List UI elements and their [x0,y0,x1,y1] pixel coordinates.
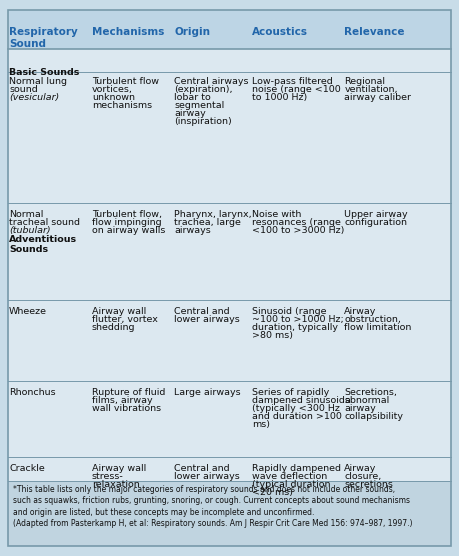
Text: Airway wall: Airway wall [92,464,146,473]
Text: airway: airway [344,404,376,413]
Text: Rupture of fluid: Rupture of fluid [92,388,165,396]
Text: stress-: stress- [92,471,123,481]
Text: tracheal sound: tracheal sound [9,218,80,227]
Text: (vesicular): (vesicular) [9,93,59,102]
Text: Upper airway: Upper airway [344,210,408,219]
Text: Rapidly dampened: Rapidly dampened [252,464,341,473]
Text: resonances (range: resonances (range [252,218,341,227]
Text: airway caliber: airway caliber [344,93,411,102]
Text: abnormal: abnormal [344,396,390,405]
Text: Normal: Normal [9,210,44,219]
Text: lower airways: lower airways [174,471,240,481]
Text: wall vibrations: wall vibrations [92,404,161,413]
Bar [8,10,451,49]
Text: Low-pass filtered: Low-pass filtered [252,77,333,86]
Text: Respiratory
Sound: Respiratory Sound [9,27,78,49]
Text: films, airway: films, airway [92,396,152,405]
Text: Large airways: Large airways [174,388,241,396]
Text: airways: airways [174,226,211,235]
Text: duration, typically: duration, typically [252,323,338,332]
Text: dampened sinusoids: dampened sinusoids [252,396,350,405]
Text: Rhonchus: Rhonchus [9,388,56,396]
Text: ms): ms) [252,420,270,429]
Text: shedding: shedding [92,323,135,332]
Text: vortices,: vortices, [92,85,133,94]
Text: sound: sound [9,85,38,94]
Text: noise (range <100: noise (range <100 [252,85,341,94]
Text: unknown: unknown [92,93,135,102]
Text: and duration >100: and duration >100 [252,411,342,421]
Text: Secretions,: Secretions, [344,388,397,396]
Text: relaxation: relaxation [92,480,140,489]
Text: Wheeze: Wheeze [9,307,47,316]
Text: configuration: configuration [344,218,407,227]
Text: <100 to >3000 Hz): <100 to >3000 Hz) [252,226,345,235]
Text: (inspiration): (inspiration) [174,117,232,126]
Text: closure,: closure, [344,471,381,481]
Text: obstruction,: obstruction, [344,315,401,324]
Text: flow limitation: flow limitation [344,323,412,332]
Text: (typical duration: (typical duration [252,480,331,489]
Text: (typically <300 Hz: (typically <300 Hz [252,404,340,413]
Text: Adventitious
Sounds: Adventitious Sounds [9,235,77,255]
Text: *This table lists only the major categories of respiratory sounds and does not i: *This table lists only the major categor… [13,485,412,528]
Text: Crackle: Crackle [9,464,45,473]
Text: Turbulent flow,: Turbulent flow, [92,210,162,219]
Text: flutter, vortex: flutter, vortex [92,315,158,324]
Text: airway: airway [174,109,206,118]
Text: trachea, large: trachea, large [174,218,241,227]
Text: Relevance: Relevance [344,27,405,37]
Text: collapsibility: collapsibility [344,411,403,421]
Text: segmental: segmental [174,101,224,110]
Text: lower airways: lower airways [174,315,240,324]
Text: flow impinging: flow impinging [92,218,162,227]
Text: ventilation,: ventilation, [344,85,398,94]
Text: Regional: Regional [344,77,385,86]
Text: secretions: secretions [344,480,393,489]
Bar [8,481,451,546]
Text: Central airways: Central airways [174,77,249,86]
Text: Turbulent flow: Turbulent flow [92,77,159,86]
Text: Mechanisms: Mechanisms [92,27,164,37]
Text: <20 ms): <20 ms) [252,488,293,497]
Text: (expiration),: (expiration), [174,85,233,94]
Text: Acoustics: Acoustics [252,27,308,37]
Text: Normal lung: Normal lung [9,77,67,86]
Text: lobar to: lobar to [174,93,211,102]
Text: Airway: Airway [344,464,377,473]
Text: Origin: Origin [174,27,210,37]
Text: Central and: Central and [174,307,230,316]
Text: Noise with: Noise with [252,210,302,219]
Text: to 1000 Hz): to 1000 Hz) [252,93,308,102]
Text: >80 ms): >80 ms) [252,331,293,340]
Text: Central and: Central and [174,464,230,473]
Text: on airway walls: on airway walls [92,226,165,235]
Text: Basic Sounds: Basic Sounds [9,68,79,77]
Text: Airway: Airway [344,307,377,316]
Text: Series of rapidly: Series of rapidly [252,388,330,396]
Text: mechanisms: mechanisms [92,101,152,110]
Text: wave deflection: wave deflection [252,471,328,481]
Text: ~100 to >1000 Hz;: ~100 to >1000 Hz; [252,315,344,324]
Text: Airway wall: Airway wall [92,307,146,316]
Bar [8,10,451,481]
Text: Pharynx, larynx,: Pharynx, larynx, [174,210,252,219]
Text: (tubular): (tubular) [9,226,51,235]
Text: Sinusoid (range: Sinusoid (range [252,307,327,316]
